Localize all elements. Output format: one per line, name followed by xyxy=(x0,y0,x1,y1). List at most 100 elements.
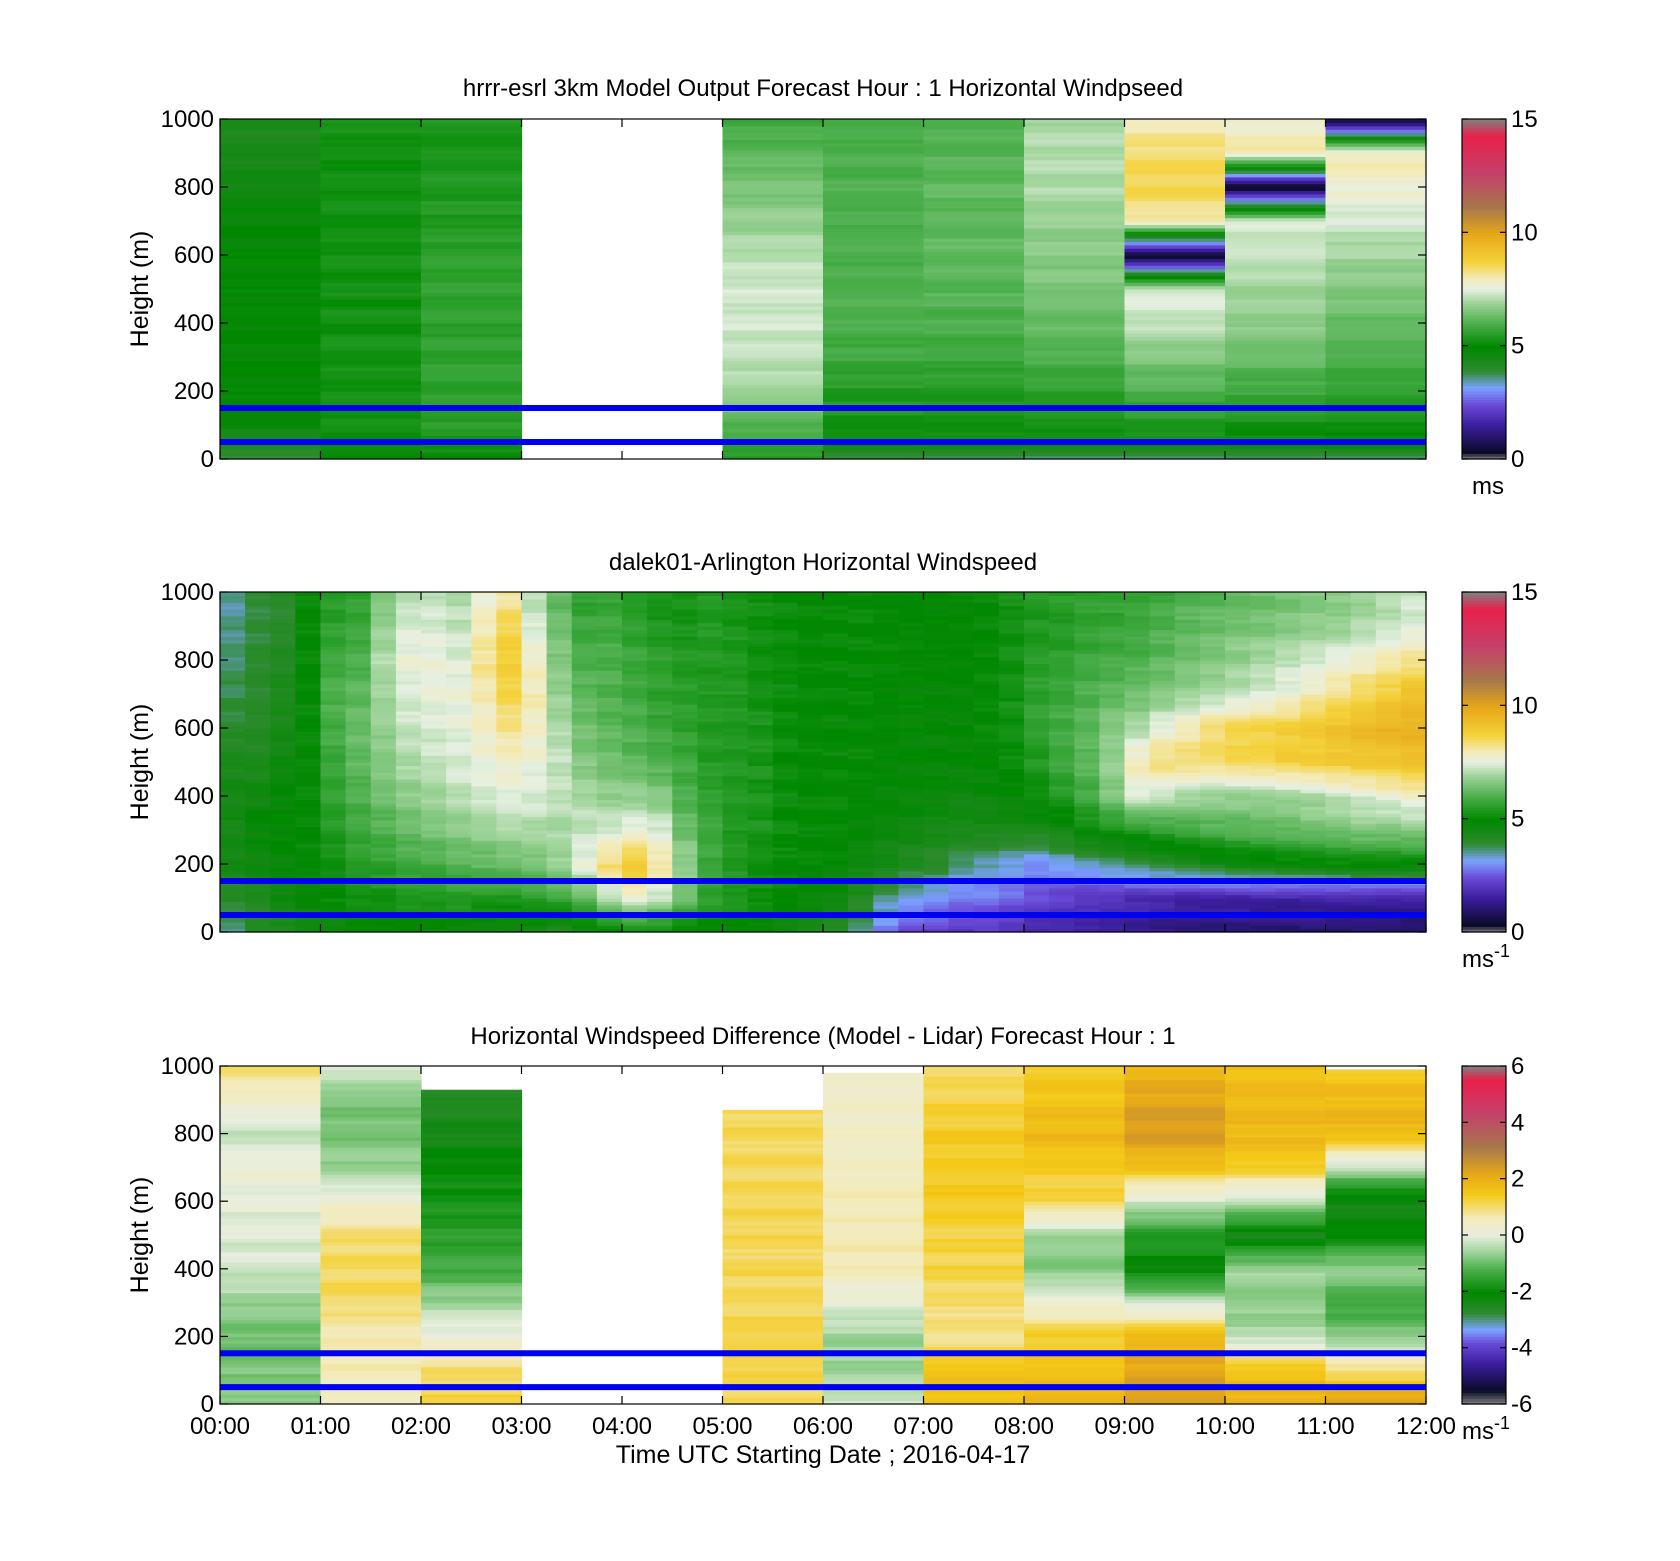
heatmap-cell xyxy=(1024,799,1050,804)
heatmap-cell xyxy=(370,751,397,756)
heatmap-cell xyxy=(1124,346,1226,351)
heatmap-cell xyxy=(1024,683,1050,688)
heatmap-cell xyxy=(923,891,950,896)
heatmap-cell xyxy=(848,748,874,753)
heatmap-cell xyxy=(1099,734,1126,739)
heatmap-cell xyxy=(823,265,925,270)
heatmap-cell xyxy=(823,721,849,726)
heatmap-cell xyxy=(395,830,422,834)
heatmap-cell xyxy=(622,847,648,851)
heatmap-cell xyxy=(295,697,322,702)
heatmap-cell xyxy=(823,166,925,171)
heatmap-cell xyxy=(270,697,296,702)
heatmap-cell xyxy=(1024,142,1126,147)
heatmap-cell xyxy=(1225,265,1327,270)
heatmap-cell xyxy=(421,360,523,365)
heatmap-cell xyxy=(948,714,975,719)
heatmap-cell xyxy=(1024,843,1050,848)
heatmap-cell xyxy=(873,615,899,620)
heatmap-cell xyxy=(823,850,849,855)
heatmap-cell xyxy=(973,673,1000,678)
heatmap-cell xyxy=(722,847,749,851)
heatmap-cell xyxy=(370,728,397,732)
heatmap-cell xyxy=(571,789,598,794)
heatmap-cell xyxy=(1074,884,1100,889)
heatmap-cell xyxy=(1124,292,1226,297)
heatmap-cell xyxy=(421,843,447,848)
heatmap-cell xyxy=(395,615,422,620)
heatmap-cell xyxy=(395,792,422,797)
heatmap-cell xyxy=(270,928,296,933)
heatmap-cell xyxy=(1024,714,1050,719)
heatmap-cell xyxy=(923,343,1025,348)
heatmap-cell xyxy=(923,357,1025,361)
heatmap-cell xyxy=(596,745,623,749)
heatmap-cell xyxy=(1124,384,1226,389)
heatmap-cell xyxy=(421,285,523,290)
heatmap-cell xyxy=(772,643,799,647)
heatmap-cell xyxy=(797,643,824,647)
heatmap-cell xyxy=(823,231,925,236)
heatmap-cell xyxy=(1225,217,1327,222)
heatmap-cell xyxy=(622,768,648,773)
heatmap-cell xyxy=(320,299,422,304)
heatmap-cell xyxy=(923,840,950,845)
heatmap-cell xyxy=(395,598,422,603)
heatmap-cell xyxy=(571,894,598,899)
heatmap-cell xyxy=(973,833,1000,838)
heatmap-cell xyxy=(848,711,874,715)
heatmap-cell xyxy=(370,748,397,753)
heatmap-cell xyxy=(1124,843,1151,848)
heatmap-cell xyxy=(1049,660,1075,664)
heatmap-cell xyxy=(848,714,874,719)
heatmap-cell xyxy=(923,234,1025,239)
heatmap-cell xyxy=(345,751,372,756)
heatmap-cell xyxy=(873,898,899,902)
heatmap-cell xyxy=(1074,894,1100,899)
heatmap-cell xyxy=(295,850,322,855)
heatmap-cell xyxy=(697,830,724,834)
heatmap-cell xyxy=(848,721,874,726)
heatmap-cell xyxy=(848,687,874,692)
heatmap-cell xyxy=(295,840,322,845)
heatmap-cell xyxy=(320,244,422,249)
heatmap-cell xyxy=(421,346,523,351)
heatmap-cell xyxy=(1149,615,1176,620)
heatmap-cell xyxy=(320,609,347,613)
heatmap-cell xyxy=(722,683,749,688)
heatmap-cell xyxy=(797,751,824,756)
heatmap-cell xyxy=(747,660,774,664)
heatmap-cell xyxy=(998,649,1025,654)
heatmap-cell xyxy=(873,843,899,848)
heatmap-cell xyxy=(370,694,397,698)
heatmap-cell xyxy=(1024,221,1126,225)
heatmap-cell xyxy=(270,887,296,892)
heatmap-cell xyxy=(722,445,824,450)
heatmap-cell xyxy=(220,193,322,198)
heatmap-cell xyxy=(571,700,598,705)
heatmap-cell xyxy=(1099,887,1126,892)
heatmap-cell xyxy=(245,707,271,712)
heatmap-cell xyxy=(1024,248,1126,253)
heatmap-cell xyxy=(1024,275,1126,280)
heatmap-cell xyxy=(622,636,648,641)
heatmap-cell xyxy=(421,455,523,460)
heatmap-cell xyxy=(797,843,824,848)
heatmap-cell xyxy=(220,292,322,297)
heatmap-cell xyxy=(1099,867,1126,872)
heatmap-cell xyxy=(596,830,623,834)
heatmap-cell xyxy=(998,622,1025,627)
heatmap-cell xyxy=(823,326,925,331)
heatmap-cell xyxy=(1325,142,1427,147)
heatmap-cell xyxy=(823,765,849,770)
heatmap-cell xyxy=(370,711,397,715)
heatmap-cell xyxy=(220,122,322,127)
heatmap-cell xyxy=(446,724,472,729)
heatmap-cell xyxy=(220,724,246,729)
heatmap-cell xyxy=(370,612,397,617)
heatmap-cell xyxy=(245,874,271,879)
heatmap-cell xyxy=(823,122,925,127)
heatmap-cell xyxy=(320,166,422,171)
heatmap-cell xyxy=(295,687,322,692)
heatmap-cell xyxy=(898,598,925,603)
